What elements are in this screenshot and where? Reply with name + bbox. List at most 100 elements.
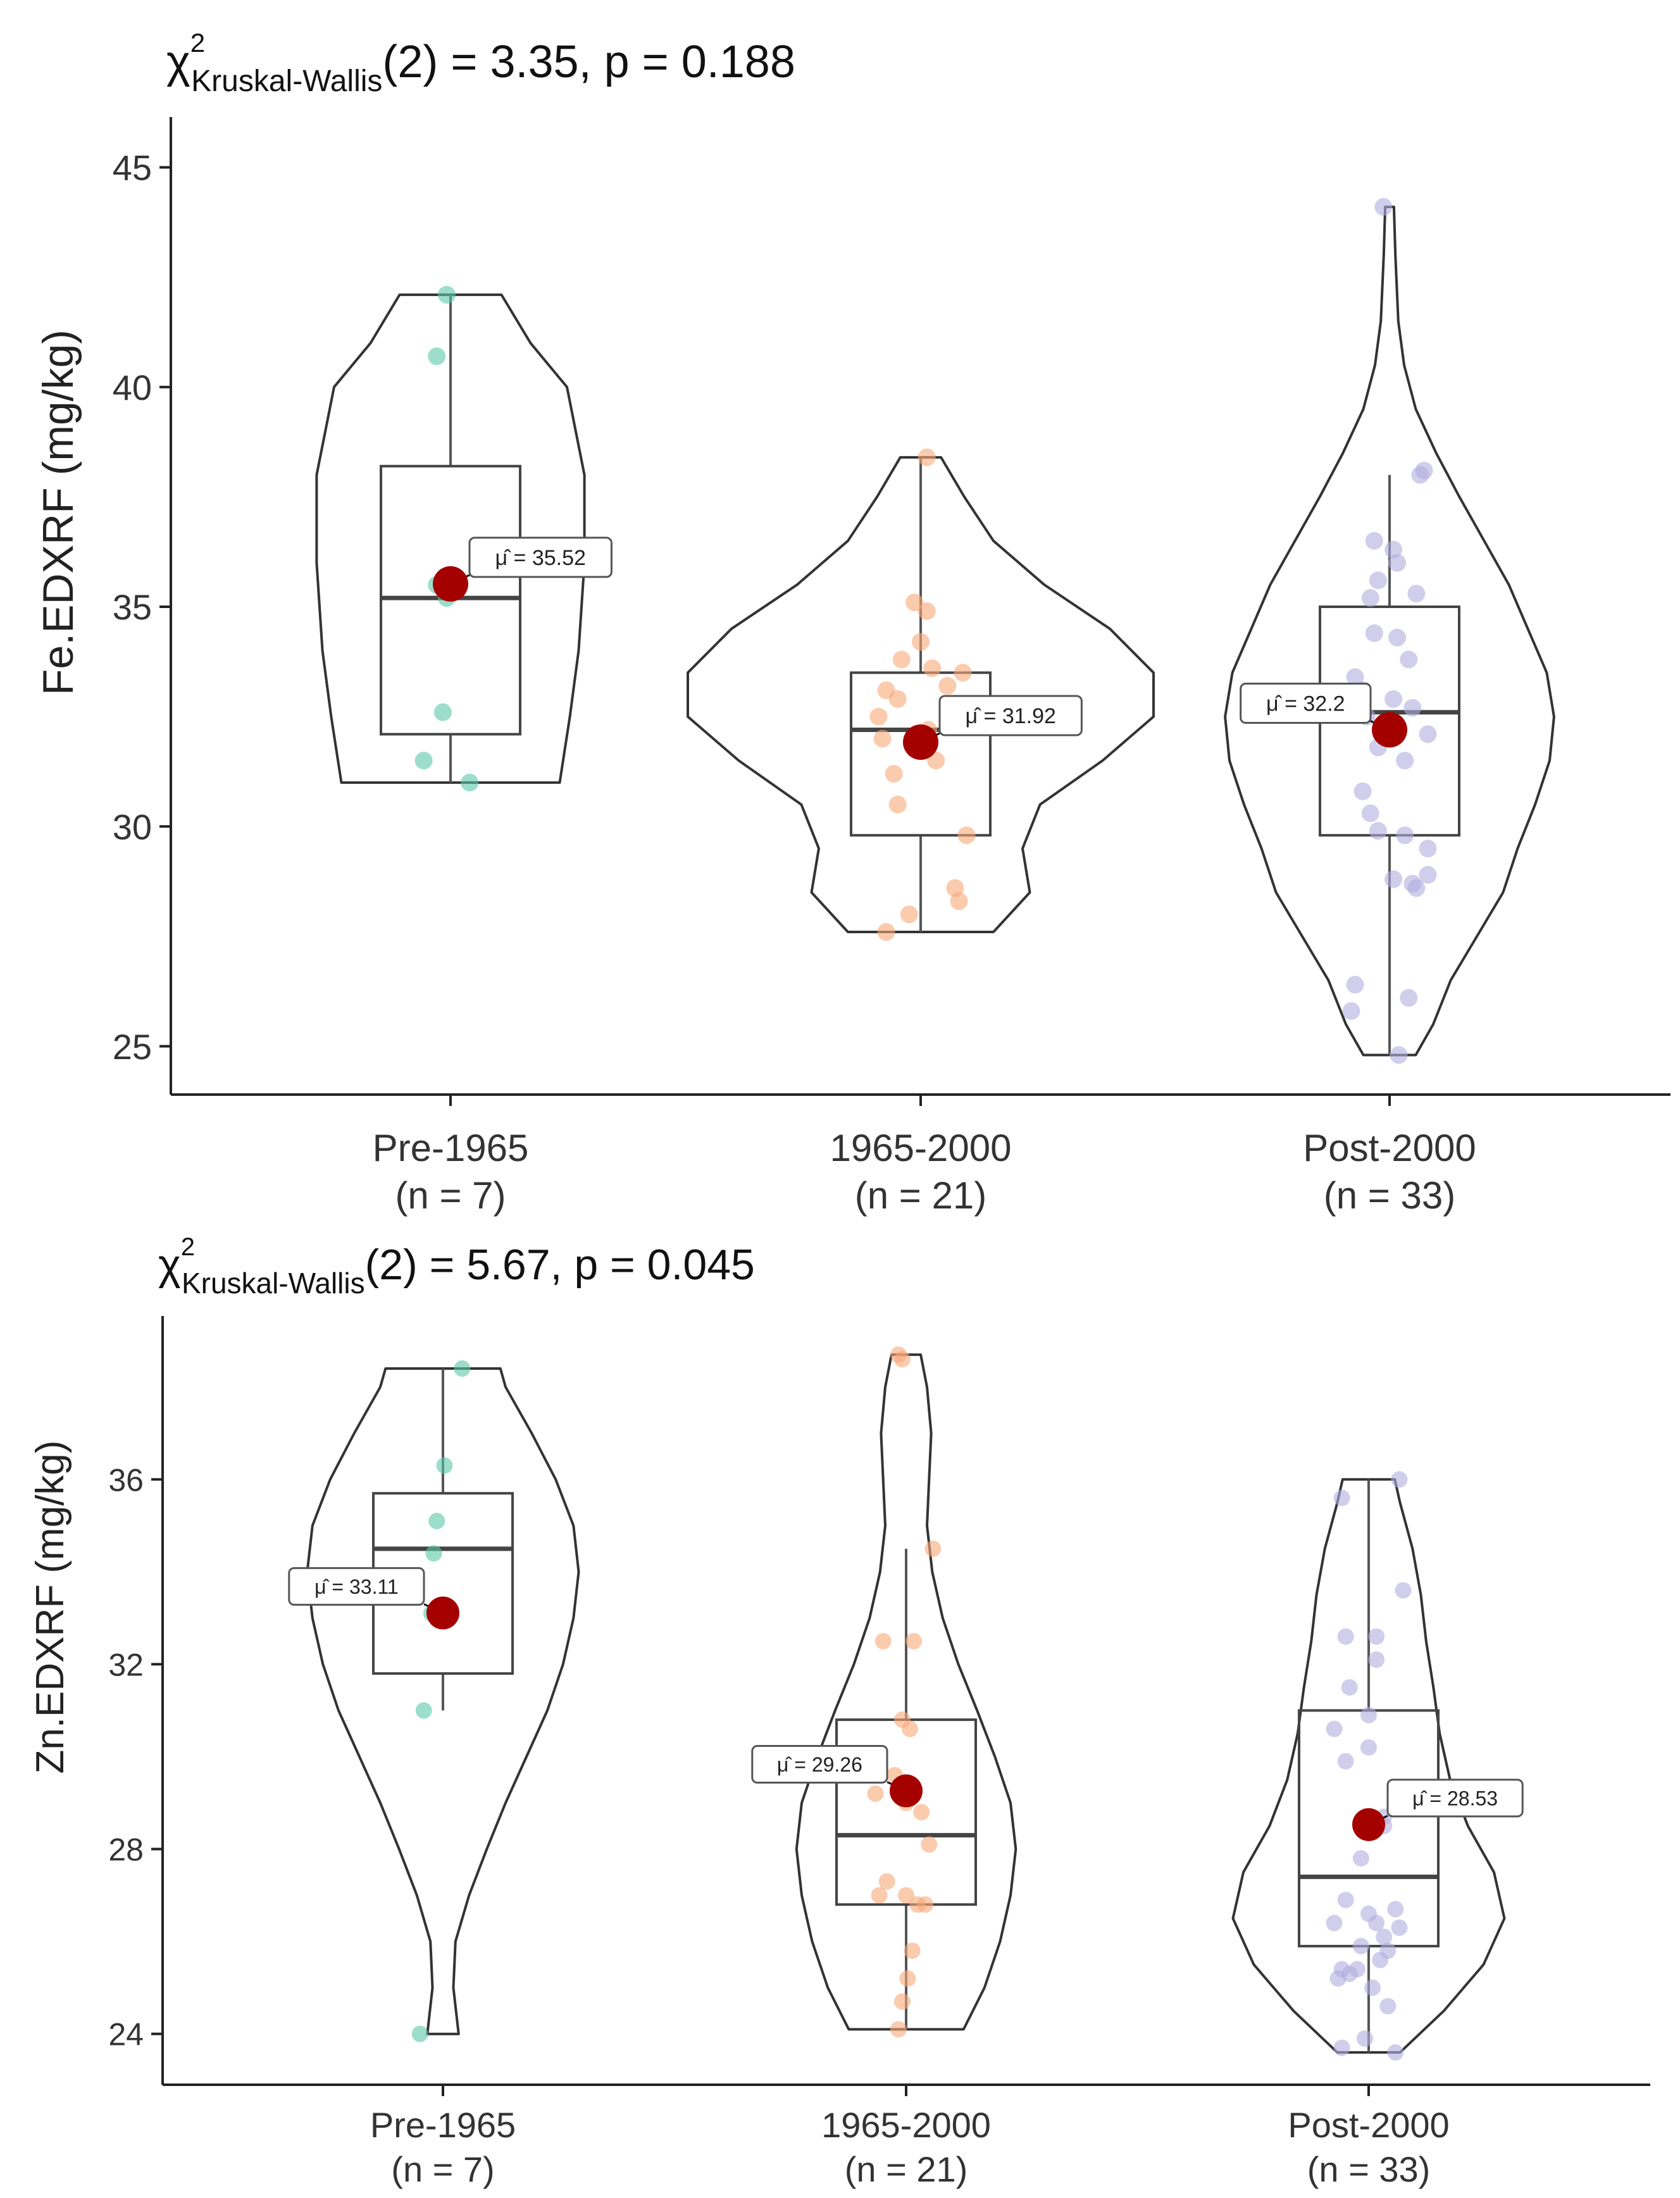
fe-subtitle-chi: χ bbox=[166, 37, 190, 87]
zn-pre-1965-data-point bbox=[425, 1545, 442, 1562]
zn-post-2000-data-point bbox=[1387, 2044, 1404, 2061]
zn-subtitle-chi: χ bbox=[158, 1241, 181, 1289]
zn-1965-2000-data-point bbox=[867, 1785, 884, 1802]
fe-post-2000-group-label: Post-2000 bbox=[1303, 1127, 1476, 1169]
zn-post-2000-group-label: Post-2000 bbox=[1288, 2105, 1449, 2145]
fe-y-tick-label: 45 bbox=[113, 148, 152, 188]
fe-post-2000-mean-label: μ̂ = 32.2 bbox=[1266, 692, 1345, 716]
zn-post-2000-mean-label-box bbox=[1386, 1779, 1524, 1818]
zn-post-2000-data-point bbox=[1352, 1850, 1369, 1867]
zn-post-2000-data-point bbox=[1391, 1471, 1408, 1488]
fe-pre-1965-mean-label-box bbox=[468, 537, 613, 578]
fe-post-2000-data-point bbox=[1400, 650, 1418, 669]
fe-1965-2000-mean-label-box bbox=[938, 695, 1083, 736]
zn-pre-1965-n-label: (n = 7) bbox=[391, 2149, 494, 2189]
fe-post-2000-data-point bbox=[1369, 571, 1387, 590]
zn-post-2000-data-point bbox=[1364, 1979, 1381, 1996]
zn-post-2000-data-point bbox=[1368, 1915, 1385, 1932]
fe-post-2000-data-point bbox=[1403, 699, 1422, 717]
fe-post-2000-data-point bbox=[1353, 782, 1372, 800]
zn-post-2000-data-point bbox=[1341, 1679, 1358, 1696]
zn-pre-1965-mean-label-box bbox=[288, 1567, 425, 1606]
zn-post-2000-data-point bbox=[1379, 1997, 1397, 2015]
fe-pre-1965-data-point bbox=[414, 752, 433, 770]
zn-post-2000-data-point bbox=[1337, 1753, 1354, 1770]
fe-panel: χ2 Kruskal-Wallis(2) = 3.35, p = 0.188 Fe… bbox=[34, 28, 1671, 1217]
zn-y-tick-label: 24 bbox=[108, 2017, 144, 2052]
fe-1965-2000-data-point bbox=[892, 650, 911, 669]
fe-post-2000-data-point bbox=[1365, 624, 1383, 642]
fe-1965-2000-data-point bbox=[888, 795, 907, 814]
fe-1965-2000-mean-label: μ̂ = 31.92 bbox=[965, 704, 1055, 728]
zn-post-2000-data-point bbox=[1326, 1915, 1343, 1932]
fe-post-2000-data-point bbox=[1384, 870, 1403, 888]
fe-post-2000-data-point bbox=[1400, 989, 1418, 1007]
zn-subtitle-sub: Kruskal-Wallis bbox=[182, 1267, 365, 1300]
zn-pre-1965-mean-label: μ̂ = 33.11 bbox=[314, 1575, 399, 1598]
fe-post-2000-data-point bbox=[1390, 1046, 1408, 1064]
fe-1965-2000-data-point bbox=[888, 690, 907, 708]
zn-1965-2000-data-point bbox=[924, 1540, 942, 1557]
fe-post-2000-data-point bbox=[1388, 628, 1407, 647]
fe-pre-1965-data-point bbox=[428, 347, 446, 366]
fe-1965-2000-data-point bbox=[918, 602, 936, 620]
zn-post-2000-data-point bbox=[1352, 1937, 1369, 1954]
zn-post-2000-data-point bbox=[1372, 1951, 1389, 1968]
zn-post-2000-data-point bbox=[1387, 1901, 1404, 1918]
zn-pre-1965-violin bbox=[306, 1367, 580, 2035]
fe-post-2000-data-point bbox=[1419, 725, 1437, 743]
zn-pre-1965-mean-marker bbox=[426, 1596, 459, 1630]
zn-post-2000-data-point bbox=[1395, 1582, 1412, 1599]
zn-1965-2000-data-point bbox=[871, 1887, 888, 1904]
zn-pre-1965-data-point bbox=[454, 1360, 471, 1377]
zn-1965-2000-data-point bbox=[874, 1632, 892, 1649]
fe-pre-1965-data-point bbox=[433, 703, 452, 721]
fe-post-2000-data-point bbox=[1384, 690, 1403, 708]
zn-post-2000-n-label: (n = 33) bbox=[1307, 2149, 1431, 2189]
zn-post-2000-data-point bbox=[1376, 1928, 1393, 1946]
fe-post-2000-data-point bbox=[1346, 976, 1364, 994]
fe-1965-2000-box bbox=[850, 671, 992, 837]
fe-subtitle-sub: Kruskal-Wallis bbox=[191, 65, 382, 98]
fe-subtitle-stat: (2) = 3.35, p = 0.188 bbox=[382, 37, 795, 87]
zn-1965-2000-n-label: (n = 21) bbox=[845, 2149, 968, 2189]
zn-pre-1965-data-point bbox=[428, 1513, 445, 1530]
fe-post-2000-data-point bbox=[1361, 589, 1379, 607]
fe-pre-1965-group-label: Pre-1965 bbox=[373, 1127, 529, 1169]
fe-post-2000-data-point bbox=[1396, 826, 1414, 845]
fe-1965-2000-data-point bbox=[927, 752, 945, 770]
zn-1965-2000-data-point bbox=[905, 1632, 923, 1649]
zn-pre-1965-group-label: Pre-1965 bbox=[370, 2105, 516, 2145]
zn-1965-2000-group-label: 1965-2000 bbox=[821, 2105, 991, 2145]
fe-1965-2000-data-point bbox=[923, 659, 942, 678]
fe-post-2000-mean-label-box bbox=[1240, 683, 1372, 724]
fe-post-2000-data-point bbox=[1365, 531, 1383, 550]
zn-y-tick-label: 28 bbox=[108, 1832, 144, 1868]
zn-pre-1965-data-point bbox=[411, 2025, 428, 2042]
fe-post-2000-data-point bbox=[1407, 879, 1426, 897]
fe-pre-1965-violin bbox=[315, 293, 586, 784]
zn-1965-2000-data-point bbox=[893, 1993, 911, 2010]
fe-1965-2000-data-point bbox=[950, 892, 968, 910]
fe-y-tick-label: 25 bbox=[113, 1027, 152, 1067]
zn-1965-2000-data-point bbox=[921, 1836, 938, 1853]
zn-1965-2000-mean-label: μ̂ = 29.26 bbox=[777, 1753, 862, 1776]
zn-x-labels: Pre-1965(n = 7) 1965-2000(n = 21) Post-200… bbox=[370, 2085, 1450, 2189]
zn-1965-2000-data-point bbox=[899, 1970, 916, 1987]
fe-post-2000-data-point bbox=[1342, 1002, 1360, 1021]
zn-1965-2000-data-point bbox=[902, 1720, 919, 1737]
fe-post-2000-data-point bbox=[1407, 585, 1426, 603]
zn-subtitle: χ2 Kruskal-Wallis(2) = 5.67, p = 0.045 bbox=[158, 1233, 755, 1300]
zn-1965-2000-data-point bbox=[904, 1942, 921, 1959]
fe-1965-2000-data-point bbox=[873, 730, 892, 748]
fe-post-2000-data-point bbox=[1369, 822, 1387, 840]
fe-post-2000-data-point bbox=[1361, 804, 1379, 823]
fe-pre-1965-mean-label: μ̂ = 35.52 bbox=[495, 546, 585, 570]
zn-post-2000-data-point bbox=[1326, 1720, 1343, 1737]
fe-1965-2000-n-label: (n = 21) bbox=[855, 1174, 986, 1217]
fe-1965-2000-group-label: 1965-2000 bbox=[830, 1127, 1012, 1169]
zn-subtitle-stat: (2) = 5.67, p = 0.045 bbox=[365, 1241, 755, 1289]
zn-subtitle-sup: 2 bbox=[181, 1233, 195, 1261]
